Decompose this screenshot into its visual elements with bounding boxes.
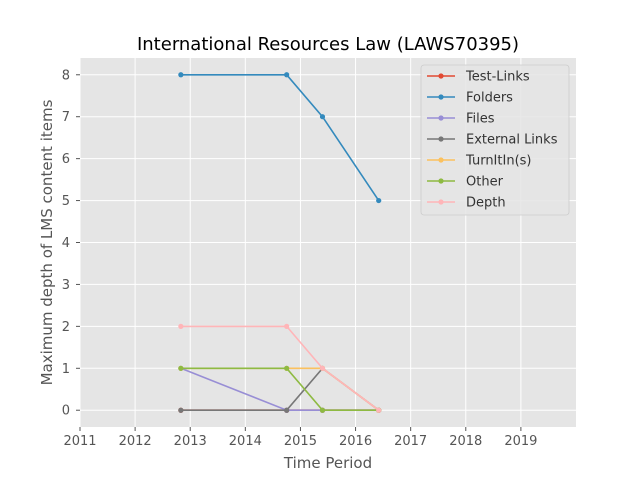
data-point-folders [376, 197, 382, 204]
data-point-folders [284, 72, 290, 78]
data-point-other [284, 365, 290, 371]
legend-label: Depth [466, 196, 506, 211]
x-tick-label: 2019 [504, 434, 537, 449]
y-tick-label: 6 [62, 152, 70, 167]
y-tick-label: 2 [62, 320, 70, 335]
series-layer [178, 72, 382, 413]
legend-label: External Links [466, 133, 558, 148]
legend-item-folders: Folders [427, 91, 513, 106]
data-point-external-links [284, 407, 290, 413]
legend-label: Folders [466, 91, 513, 106]
legend-box [420, 64, 570, 216]
y-tick-label: 1 [62, 362, 70, 377]
x-tick-label: 2017 [394, 434, 427, 449]
y-tick-label: 5 [62, 194, 70, 209]
data-point-other [319, 407, 326, 413]
data-point-external-links [178, 407, 184, 413]
y-tick-label: 3 [62, 278, 70, 293]
legend-marker [438, 136, 444, 142]
data-point-folders [178, 72, 184, 78]
data-point-depth [376, 407, 382, 413]
data-point-depth [284, 323, 290, 329]
legend-marker [438, 157, 444, 163]
data-point-other [178, 365, 184, 371]
data-point-depth [178, 323, 184, 329]
legend: Test-Links Folders Files External Links Turn… [420, 64, 570, 216]
legend-label: Test-Links [465, 70, 530, 85]
legend-item-turnitin-s: TurnItIn(s) [427, 154, 531, 169]
series-line-folders [180, 74, 380, 202]
y-tick-label: 8 [62, 68, 70, 83]
x-tick-label: 2012 [119, 434, 152, 449]
y-axis-label: Maximum depth of LMS content items [38, 99, 56, 385]
data-point-folders [319, 114, 326, 120]
series-line-depth [180, 325, 380, 411]
series-other [178, 365, 382, 413]
x-axis-label: Time Period [283, 454, 372, 472]
y-tick-label: 7 [62, 110, 70, 125]
x-tick-label: 2013 [174, 434, 207, 449]
x-axis-ticks: 2011 2012 2013 2014 2015 2016 2017 2018 2019 [63, 427, 537, 449]
y-axis-ticks: 0 1 2 3 4 5 6 7 8 [62, 68, 80, 419]
legend-item-files: Files [427, 112, 495, 127]
legend-item-other: Other [427, 175, 504, 190]
legend-item-depth: Depth [427, 196, 506, 211]
y-tick-label: 4 [62, 236, 70, 251]
legend-item-test-links: Test-Links [427, 70, 530, 85]
legend-marker [438, 178, 444, 184]
data-point-depth [319, 365, 326, 371]
legend-marker [438, 115, 444, 121]
y-tick-label: 0 [62, 404, 70, 419]
series-line-other [180, 367, 379, 412]
chart-title: International Resources Law (LAWS70395) [137, 34, 519, 55]
legend-label: Other [466, 175, 504, 190]
x-tick-label: 2011 [63, 434, 96, 449]
series-depth [178, 323, 382, 413]
legend-marker [438, 199, 444, 205]
x-tick-label: 2015 [284, 434, 317, 449]
legend-label: Files [466, 112, 495, 127]
legend-marker [438, 94, 444, 100]
series-folders [178, 72, 382, 204]
x-tick-label: 2018 [449, 434, 482, 449]
x-tick-label: 2016 [339, 434, 372, 449]
legend-label: TurnItIn(s) [465, 154, 531, 169]
legend-marker [438, 73, 444, 79]
x-tick-label: 2014 [229, 434, 262, 449]
legend-item-external-links: External Links [427, 133, 558, 148]
